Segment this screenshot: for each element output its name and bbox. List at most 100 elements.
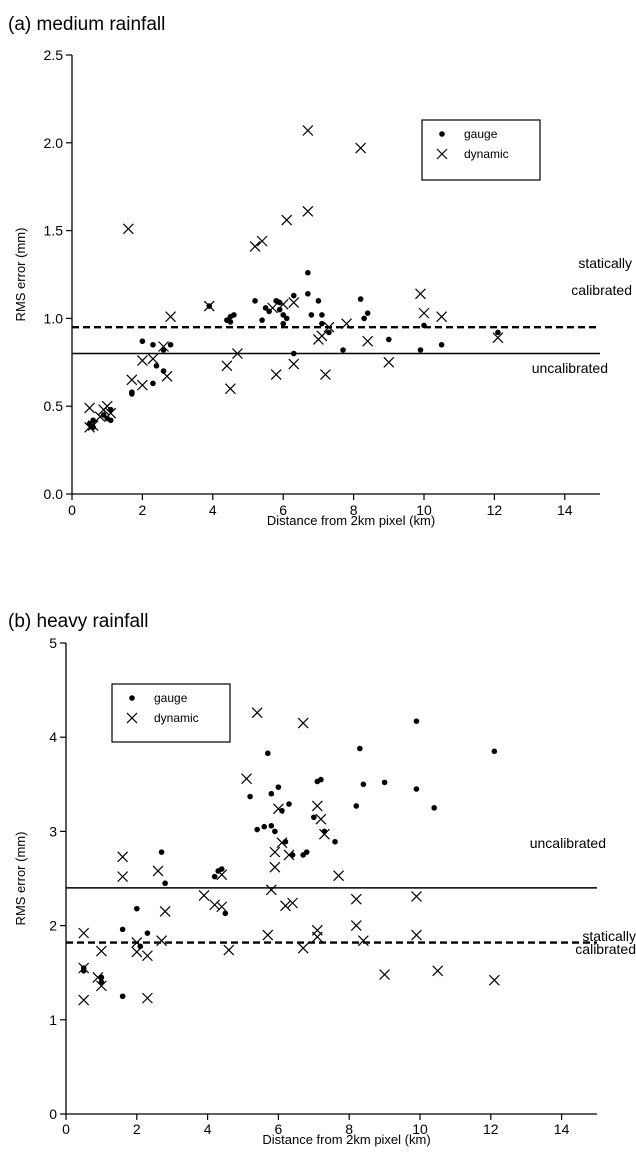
gauge-point — [319, 320, 325, 327]
y-tick-label: 2.5 — [44, 47, 64, 63]
y-tick-label: 5 — [49, 635, 57, 651]
dynamic-point — [78, 994, 90, 1006]
dynamic-point — [302, 125, 314, 136]
y-tick-label: 1.5 — [44, 223, 64, 239]
gauge-point — [311, 814, 317, 821]
y-axis-label: RMS error (mm) — [13, 228, 28, 322]
y-tick-label: 2.0 — [44, 135, 64, 151]
x-tick-label: 8 — [345, 1121, 353, 1137]
gauge-point — [303, 849, 310, 855]
dynamic-point — [84, 402, 96, 414]
dynamic-point — [415, 288, 426, 300]
dynamic-point — [156, 935, 168, 947]
dynamic-point — [315, 813, 327, 825]
dynamic-point — [256, 235, 268, 247]
legend-box — [421, 119, 541, 181]
dynamic-point — [126, 374, 138, 386]
gauge-point — [231, 312, 237, 318]
gauge-point — [305, 269, 311, 276]
gauge-point — [318, 776, 324, 783]
legend-label: gauge — [154, 691, 188, 705]
gauge-point — [364, 310, 371, 316]
gauge-point — [252, 298, 258, 304]
dynamic-point — [341, 318, 352, 330]
dynamic-point — [333, 870, 345, 882]
dynamic-point — [221, 360, 233, 372]
dynamic-point — [288, 358, 300, 370]
dynamic-point — [165, 311, 176, 323]
reference-line-label: calibrated — [575, 941, 636, 957]
dynamic-point — [136, 379, 148, 391]
dynamic-point — [350, 893, 362, 905]
dynamic-point — [117, 851, 129, 863]
gauge-point — [340, 347, 346, 353]
reference-line-label: statically — [578, 255, 632, 271]
gauge-point — [381, 779, 388, 786]
x-tick-label: 14 — [557, 502, 573, 518]
dynamic-point — [297, 717, 309, 729]
dynamic-point — [287, 897, 298, 909]
dynamic-point — [270, 369, 282, 381]
dynamic-point — [141, 992, 153, 1004]
gauge-point — [290, 292, 297, 299]
dynamic-point — [355, 142, 367, 154]
dynamic-point — [418, 307, 430, 319]
dynamic-point — [198, 890, 210, 901]
dynamic-point — [269, 861, 281, 873]
gauge-point — [167, 341, 174, 348]
y-tick-label: 0 — [49, 1106, 57, 1122]
dynamic-point — [379, 969, 391, 981]
gauge-point — [262, 305, 269, 311]
dynamic-point — [158, 341, 169, 352]
gauge-point — [283, 315, 290, 322]
dynamic-point — [488, 974, 500, 986]
dynamic-point — [265, 884, 277, 896]
gauge-point — [264, 750, 271, 757]
gauge-point — [268, 822, 275, 829]
gauge-point — [315, 298, 322, 304]
dynamic-point — [131, 937, 143, 948]
dynamic-point — [320, 369, 331, 381]
gauge-point — [321, 828, 328, 835]
dynamic-point — [241, 773, 252, 785]
gauge-point — [421, 322, 427, 329]
gauge-point — [332, 838, 338, 845]
gauge-point — [158, 849, 165, 855]
gauge-point — [413, 786, 420, 792]
legend-dynamic-marker — [436, 148, 448, 160]
gauge-point — [280, 320, 287, 327]
dynamic-point — [101, 400, 113, 412]
dynamic-point — [318, 828, 330, 840]
x-tick-label: 4 — [204, 1121, 212, 1137]
legend-gauge-marker — [129, 695, 135, 701]
reference-line-label: uncalibrated — [532, 360, 608, 376]
y-tick-label: 3 — [49, 823, 57, 839]
y-axis-label: RMS error (mm) — [13, 832, 28, 926]
dynamic-point — [267, 302, 279, 314]
dynamic-point — [316, 330, 328, 342]
chart-title: (b) heavy rainfall — [8, 611, 148, 632]
dynamic-point — [216, 869, 228, 881]
gauge-point — [290, 350, 297, 357]
gauge-point — [139, 338, 146, 345]
gauge-point — [247, 793, 253, 800]
gauge-point — [357, 296, 364, 302]
reference-line-label: calibrated — [571, 282, 632, 298]
gauge-point — [431, 805, 437, 811]
dynamic-point — [311, 800, 323, 812]
dynamic-point — [95, 980, 107, 992]
chart-panel-a: (a) medium rainfall 0.0 0.5 1.0 1.5 2.0 2.5 0 2 4… — [8, 14, 632, 528]
dynamic-point — [411, 929, 422, 941]
gauge-point — [150, 341, 156, 348]
dynamic-point — [95, 945, 107, 957]
gauge-point — [261, 823, 268, 830]
x-axis-label: Distance from 2km pixel (km) — [262, 1132, 430, 1147]
x-tick-label: 12 — [483, 1121, 499, 1137]
gauge-point — [275, 784, 282, 790]
gauge-point — [268, 790, 275, 797]
gauge-point — [361, 315, 367, 322]
dynamic-point — [216, 901, 228, 913]
x-tick-label: 4 — [209, 502, 217, 518]
dynamic-point — [87, 420, 99, 431]
